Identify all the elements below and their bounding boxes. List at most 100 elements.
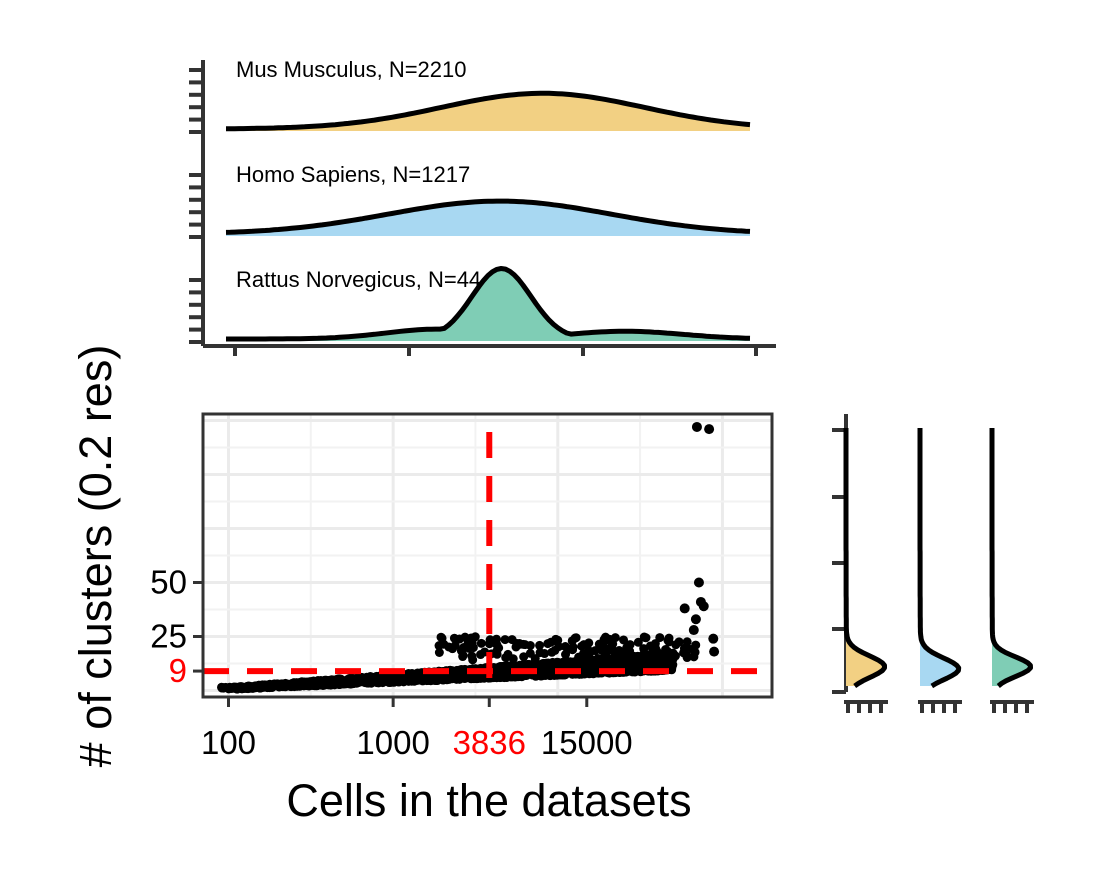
scatter-point — [530, 660, 540, 670]
scatter-point — [578, 654, 588, 664]
scatter-point — [665, 658, 675, 668]
reference-lines — [203, 432, 772, 697]
scatter-point — [407, 670, 417, 680]
scatter-point — [508, 654, 518, 664]
scatter-point — [691, 421, 702, 432]
scatter-point — [452, 668, 462, 678]
top-density-ticks — [189, 68, 758, 356]
scatter-point — [619, 635, 629, 645]
scatter-point — [608, 655, 618, 665]
density-label-rattus-norvegicus: Rattus Norvegicus, N=44 — [236, 267, 481, 292]
scatter-point — [492, 649, 502, 659]
scatter-point — [661, 645, 671, 655]
scatter-point — [439, 639, 449, 649]
scatter-point — [610, 633, 620, 643]
x-tick-label: 100 — [201, 724, 256, 761]
scatter-point — [468, 655, 478, 665]
right-density-curve — [843, 428, 887, 689]
scatter-point — [670, 651, 680, 661]
scatter-point — [693, 577, 704, 588]
scatter-point — [554, 642, 564, 652]
scatter-point — [460, 632, 470, 642]
scatter-point — [501, 653, 511, 663]
scatter-point — [227, 683, 237, 693]
scatter-point — [492, 640, 502, 650]
scatter-point — [287, 681, 297, 691]
right-density-panels — [832, 414, 1034, 713]
scatter-point — [386, 676, 396, 686]
scatter-point — [470, 673, 480, 683]
density-area — [226, 201, 750, 236]
x-tick-label: 3836 — [453, 724, 526, 761]
scatter-point — [543, 639, 553, 649]
scatter-point — [579, 640, 589, 650]
right-density-area — [992, 428, 1031, 686]
scatter-point — [655, 633, 665, 643]
scatter-point — [371, 676, 381, 686]
y-tick-label: 9 — [169, 652, 187, 689]
scatter-point — [582, 664, 592, 674]
scatter-point — [567, 636, 577, 646]
scatter-point — [511, 642, 521, 652]
scatter-point — [709, 646, 720, 657]
scatter-point — [704, 424, 715, 435]
scatter-point — [470, 632, 480, 642]
scatter-point — [671, 640, 681, 650]
density-curve — [226, 266, 751, 342]
scatter-point — [652, 646, 662, 656]
density-label-mus-musculus: Mus Musculus, N=2210 — [236, 57, 467, 82]
top-density-panels: Mus Musculus, N=2210 Homo Sapiens, N=121… — [189, 57, 776, 356]
scatter-point — [633, 637, 643, 647]
scatter-point — [565, 644, 575, 654]
scatter-point — [535, 648, 545, 658]
scatter-point — [599, 655, 609, 665]
scatter-point — [625, 640, 635, 650]
scatter-point — [484, 639, 494, 649]
x-axis-title: Cells in the datasets — [286, 775, 691, 826]
scatter-point — [698, 601, 709, 612]
scatter-point — [544, 667, 554, 677]
scatter-point — [602, 646, 612, 656]
x-axis-ticks: 100 1000 3836 15000 — [201, 697, 633, 761]
density-label-homo-sapiens: Homo Sapiens, N=1217 — [236, 162, 470, 187]
scatter-point — [689, 652, 699, 662]
scatter-panel: 100 1000 3836 15000 925 50 Cells in the data… — [70, 345, 774, 826]
scatter-point — [635, 658, 645, 668]
scatter-point — [682, 637, 692, 647]
y-tick-label: 50 — [150, 564, 187, 601]
scatter-point — [519, 661, 529, 671]
scatter-point — [690, 614, 701, 625]
scatter-point — [519, 652, 529, 662]
right-density-curve — [917, 428, 962, 689]
scatter-point — [338, 677, 348, 687]
scatter-point — [682, 653, 692, 663]
scatter-point — [518, 639, 528, 649]
scatter-point — [458, 650, 468, 660]
scatter-point — [239, 684, 249, 694]
scatter-point — [664, 637, 674, 647]
scatter-point — [525, 641, 535, 651]
scatter-point — [464, 643, 474, 653]
scatter-point — [589, 666, 599, 676]
scatter-point — [321, 675, 331, 685]
scatter-point — [507, 635, 517, 645]
scatter-point — [356, 673, 366, 683]
y-tick-label: 25 — [150, 618, 187, 655]
scatter-point — [535, 640, 545, 650]
scatter-point — [476, 638, 486, 648]
x-tick-label: 1000 — [356, 724, 429, 761]
top-density-curves — [225, 90, 751, 342]
right-density-curve — [989, 428, 1033, 688]
scatter-point — [639, 644, 649, 654]
right-density-area — [846, 428, 885, 686]
scatter-point — [585, 648, 595, 658]
scatter-point — [348, 676, 358, 686]
y-axis-title: # of clusters (0.2 res) — [70, 345, 121, 768]
scatter-point — [688, 625, 699, 636]
scatter-point — [688, 644, 698, 654]
density-curve — [226, 90, 751, 132]
scatter-point — [248, 683, 258, 693]
scatter-point — [525, 648, 535, 658]
scatter-point — [620, 649, 630, 659]
